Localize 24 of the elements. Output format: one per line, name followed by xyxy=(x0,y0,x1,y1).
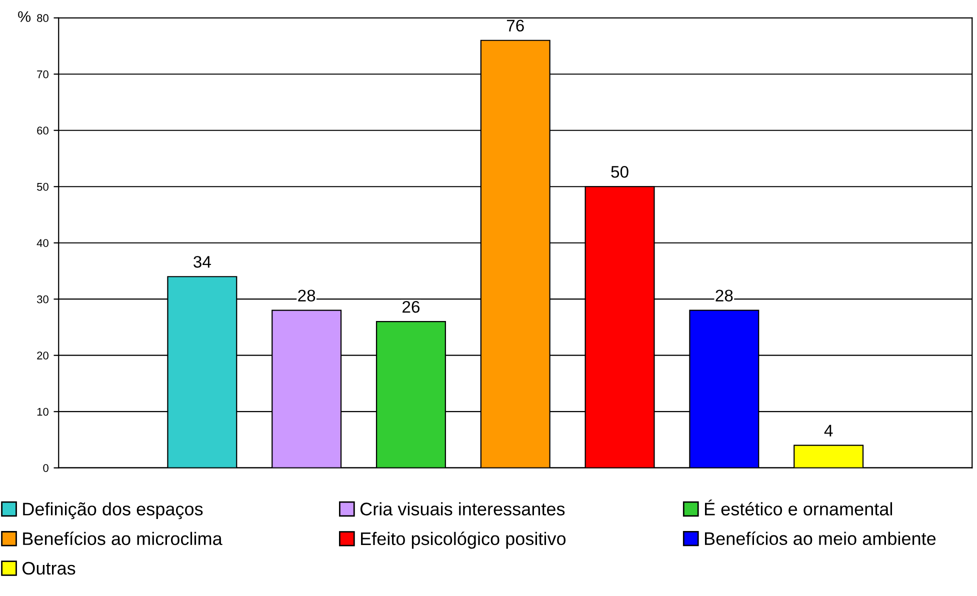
data-label: 76 xyxy=(506,20,524,32)
legend-label: Benefícios ao microclima xyxy=(23,532,222,546)
y-tick-label: 70 xyxy=(37,70,48,78)
data-label: 28 xyxy=(716,290,733,302)
y-tick-label: 40 xyxy=(36,239,48,248)
legend-label: Definição dos espaços xyxy=(23,502,203,520)
y-tick-label: 0 xyxy=(43,464,48,472)
data-label: 4 xyxy=(824,424,833,436)
legend-label: É estético e ornamental xyxy=(705,500,892,516)
y-tick-label: 50 xyxy=(36,182,48,191)
data-label: 26 xyxy=(402,300,420,313)
legend-label: Benefícios ao meio ambiente xyxy=(705,532,936,546)
data-label: 34 xyxy=(194,256,211,268)
legend-label: Cria visuais interessantes xyxy=(360,502,565,516)
y-tick-label: 20 xyxy=(37,352,48,360)
data-label: 28 xyxy=(298,290,316,302)
y-axis-title: % xyxy=(18,11,31,22)
y-tick-label: 30 xyxy=(36,295,48,304)
y-tick-label: 80 xyxy=(37,14,48,22)
data-label: 50 xyxy=(611,166,628,178)
y-tick-label: 10 xyxy=(37,408,48,416)
legend-label: Efeito psicológico positivo xyxy=(361,532,566,549)
legend-label: Outras xyxy=(22,562,76,575)
y-tick-label: 60 xyxy=(37,126,48,135)
